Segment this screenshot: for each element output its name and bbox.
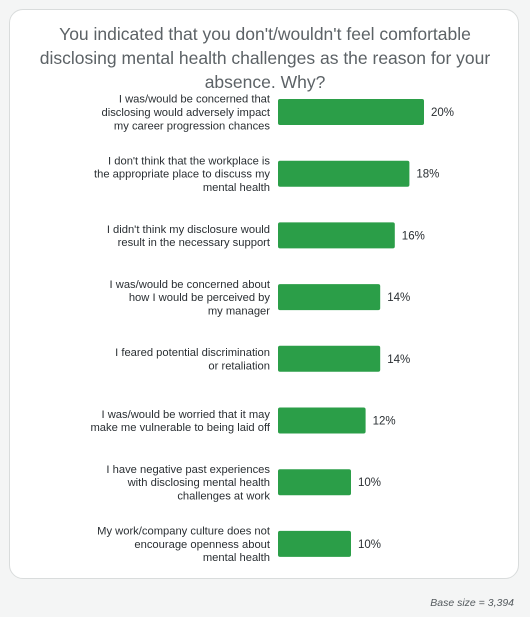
bar [278,99,424,125]
category-label: I was/would be worried that it may make m… [90,409,270,434]
bar [278,530,351,557]
chart-card: You indicated that you don't/wouldn't fe… [9,9,519,579]
category-label: I don't think that the workplace is the a… [94,155,270,194]
bar [278,345,381,372]
value-label: 10% [358,477,381,489]
value-label: 10% [358,539,381,551]
value-label: 14% [387,292,410,304]
category-label: I feared potential discrimination or reta… [115,347,270,372]
category-label: My work/company culture does not encourag… [97,526,271,565]
category-label: I didn't think my disclosure would result… [107,224,271,249]
value-label: 14% [387,354,410,366]
category-label: I was/would be concerned that disclosing … [101,94,270,133]
value-label: 20% [431,107,454,119]
base-size-footnote: Base size = 3,394 [430,597,514,609]
bar [278,222,395,249]
value-label: 12% [373,416,396,428]
bar [278,407,366,434]
chart-title: You indicated that you don't/wouldn't fe… [39,24,491,92]
bar [278,469,351,496]
value-label: 18% [416,169,439,181]
category-label: I was/would be concerned about how I woul… [110,279,271,318]
bar [278,284,381,311]
category-label: I have negative past experiences with dis… [106,464,270,503]
value-label: 16% [402,230,425,242]
bar [278,160,410,187]
